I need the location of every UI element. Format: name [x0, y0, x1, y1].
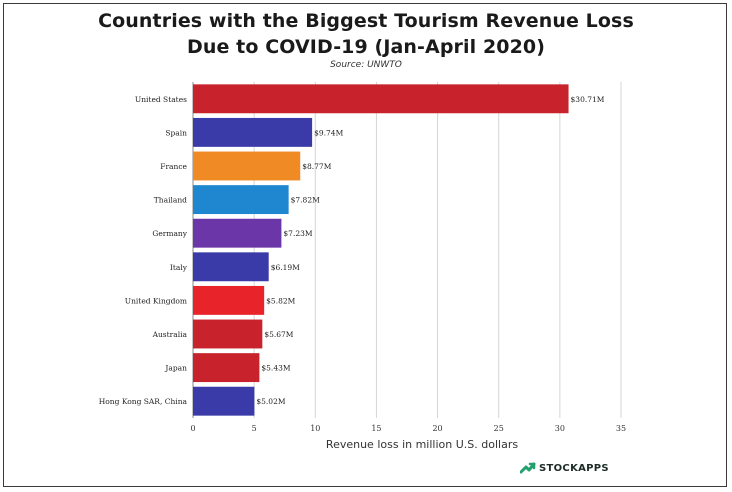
y-tick-label: France	[160, 162, 187, 171]
y-tick-label: United Kingdom	[125, 296, 187, 305]
stockapps-logo-text: STOCKAPPS	[539, 462, 609, 474]
y-tick-label: United States	[135, 95, 187, 104]
bar	[193, 386, 255, 416]
bar	[193, 151, 301, 181]
data-label: $5.67M	[264, 330, 293, 339]
y-tick-label: Spain	[165, 128, 187, 137]
data-label: $5.82M	[266, 296, 295, 305]
bar	[193, 218, 282, 248]
stockapps-logo: STOCKAPPS	[520, 462, 609, 474]
y-tick-label: Germany	[152, 229, 187, 238]
data-label: $30.71M	[571, 95, 605, 104]
x-tick-label: 10	[310, 424, 320, 433]
x-tick-label: 25	[494, 424, 504, 433]
data-label: $5.43M	[261, 364, 290, 373]
chart-title-line-2: Due to COVID-19 (Jan-April 2020)	[186, 36, 546, 58]
data-label: $7.82M	[291, 196, 320, 205]
stockapps-logo-icon	[520, 462, 536, 474]
bar	[193, 185, 289, 215]
chart-frame	[3, 3, 727, 487]
data-label: $8.77M	[302, 162, 331, 171]
chart-source: Source: UNWTO	[330, 60, 402, 70]
y-tick-label: Italy	[170, 263, 188, 272]
data-label: $6.19M	[271, 263, 300, 272]
y-tick-label: Hong Kong SAR, China	[99, 397, 188, 406]
bar	[193, 285, 265, 315]
x-axis-title: Revenue loss in million U.S. dollars	[326, 438, 518, 451]
y-tick-label: Japan	[164, 364, 187, 373]
chart-title-line-1: Countries with the Biggest Tourism Reven…	[98, 10, 634, 32]
data-label: $5.02M	[256, 397, 285, 406]
bar	[193, 353, 260, 383]
x-tick-label: 0	[190, 424, 195, 433]
x-tick-label: 20	[432, 424, 442, 433]
data-label: $7.23M	[283, 229, 312, 238]
x-tick-label: 15	[371, 424, 381, 433]
bar	[193, 84, 569, 114]
x-tick-label: 5	[252, 424, 257, 433]
bar	[193, 117, 313, 147]
bar	[193, 319, 263, 349]
data-label: $9.74M	[314, 128, 343, 137]
y-tick-label: Australia	[152, 330, 188, 339]
y-tick-label: Thailand	[154, 196, 187, 205]
bar	[193, 252, 269, 282]
x-tick-label: 35	[616, 424, 626, 433]
x-tick-label: 30	[555, 424, 565, 433]
